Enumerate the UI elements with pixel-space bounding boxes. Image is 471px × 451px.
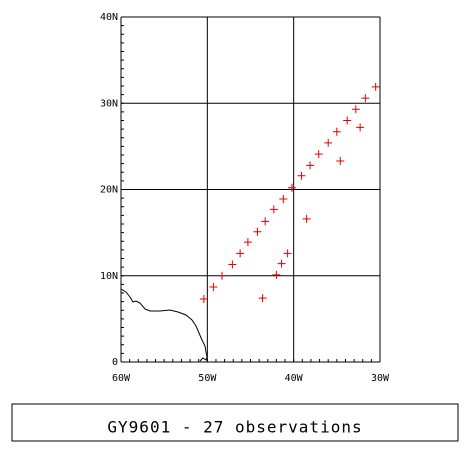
y-tick-label: 10N: [100, 271, 118, 282]
observation-marker: [332, 127, 341, 136]
observation-marker: [236, 249, 245, 258]
observation-marker: [253, 227, 262, 236]
caption-box: [11, 403, 459, 442]
observation-marker: [283, 249, 292, 258]
observation-marker: [302, 214, 311, 223]
observation-marker: [228, 260, 237, 269]
observation-marker: [261, 217, 270, 226]
observation-marker: [306, 161, 315, 170]
caption: GY9601 - 27 observations: [107, 418, 362, 437]
observation-marker: [371, 82, 380, 91]
observation-marker: [277, 259, 286, 268]
y-tick-label: 30N: [100, 98, 118, 109]
observation-marker: [279, 194, 288, 203]
coastline: [120, 288, 208, 362]
observation-marker: [351, 105, 360, 114]
y-tick-label: 0: [112, 357, 118, 368]
x-tick-label: 60W: [112, 373, 131, 384]
y-tick-label: 20N: [100, 185, 118, 196]
observation-marker: [218, 271, 227, 280]
observation-marker: [199, 295, 208, 304]
observation-marker: [297, 171, 306, 180]
observation-marker: [269, 205, 278, 214]
observation-marker: [314, 150, 323, 159]
observation-marker: [343, 116, 352, 125]
observation-marker: [361, 94, 370, 103]
x-tick-label: 50W: [198, 373, 217, 384]
observation-marker: [324, 138, 333, 147]
y-tick-label: 40N: [100, 12, 118, 23]
observation-marker: [243, 238, 252, 247]
observation-marker: [258, 294, 267, 303]
observation-marker: [209, 282, 218, 291]
observation-marker: [336, 157, 345, 166]
observation-marker: [287, 183, 296, 192]
observation-marker: [356, 123, 365, 132]
observation-marker: [272, 270, 281, 279]
x-tick-label: 30W: [371, 373, 390, 384]
x-tick-label: 40W: [285, 373, 304, 384]
